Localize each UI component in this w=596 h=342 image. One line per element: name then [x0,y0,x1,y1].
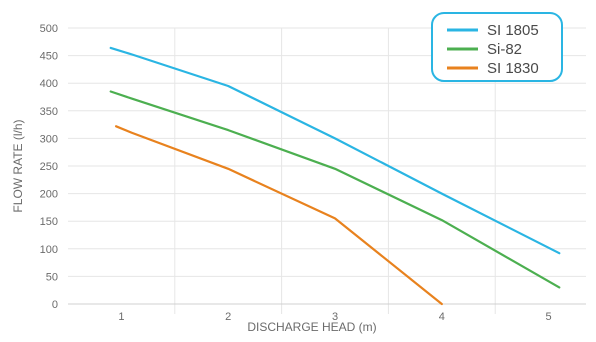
series-line-0 [109,46,561,255]
y-tick-label: 500 [40,23,58,35]
y-tick-label: 250 [40,161,58,173]
y-tick-label: 50 [46,271,58,283]
y-tick-label: 150 [40,216,58,228]
x-tick-label: 1 [118,311,124,323]
legend-label: SI 1805 [487,22,539,39]
series-line-1 [109,90,561,289]
x-tick-label: 5 [546,311,552,323]
x-tick-label: 2 [225,311,231,323]
legend-items: SI 1805 Si-82 SI 1830 [447,22,539,77]
y-tick-label: 0 [52,299,58,311]
series-line-2 [114,125,443,306]
y-tick-label: 100 [40,244,58,256]
y-axis-title: FLOW RATE (l/h) [11,119,25,212]
legend: SI 1805 Si-82 SI 1830 [431,12,563,82]
legend-label: SI 1830 [487,60,539,77]
legend-label: Si-82 [487,41,522,58]
y-tick-label: 400 [40,78,58,90]
y-tick-label: 200 [40,189,58,201]
x-tick-label: 4 [439,311,445,323]
x-axis-title: DISCHARGE HEAD (m) [247,320,376,334]
series-lines [109,46,561,306]
tick-labels: 0 50 100 150 200 250 300 350 400 450 500 1 2 3 4 5 [40,23,552,323]
y-tick-label: 450 [40,51,58,63]
y-tick-label: 300 [40,133,58,145]
y-tick-label: 350 [40,106,58,118]
x-tick-label: 3 [332,311,338,323]
